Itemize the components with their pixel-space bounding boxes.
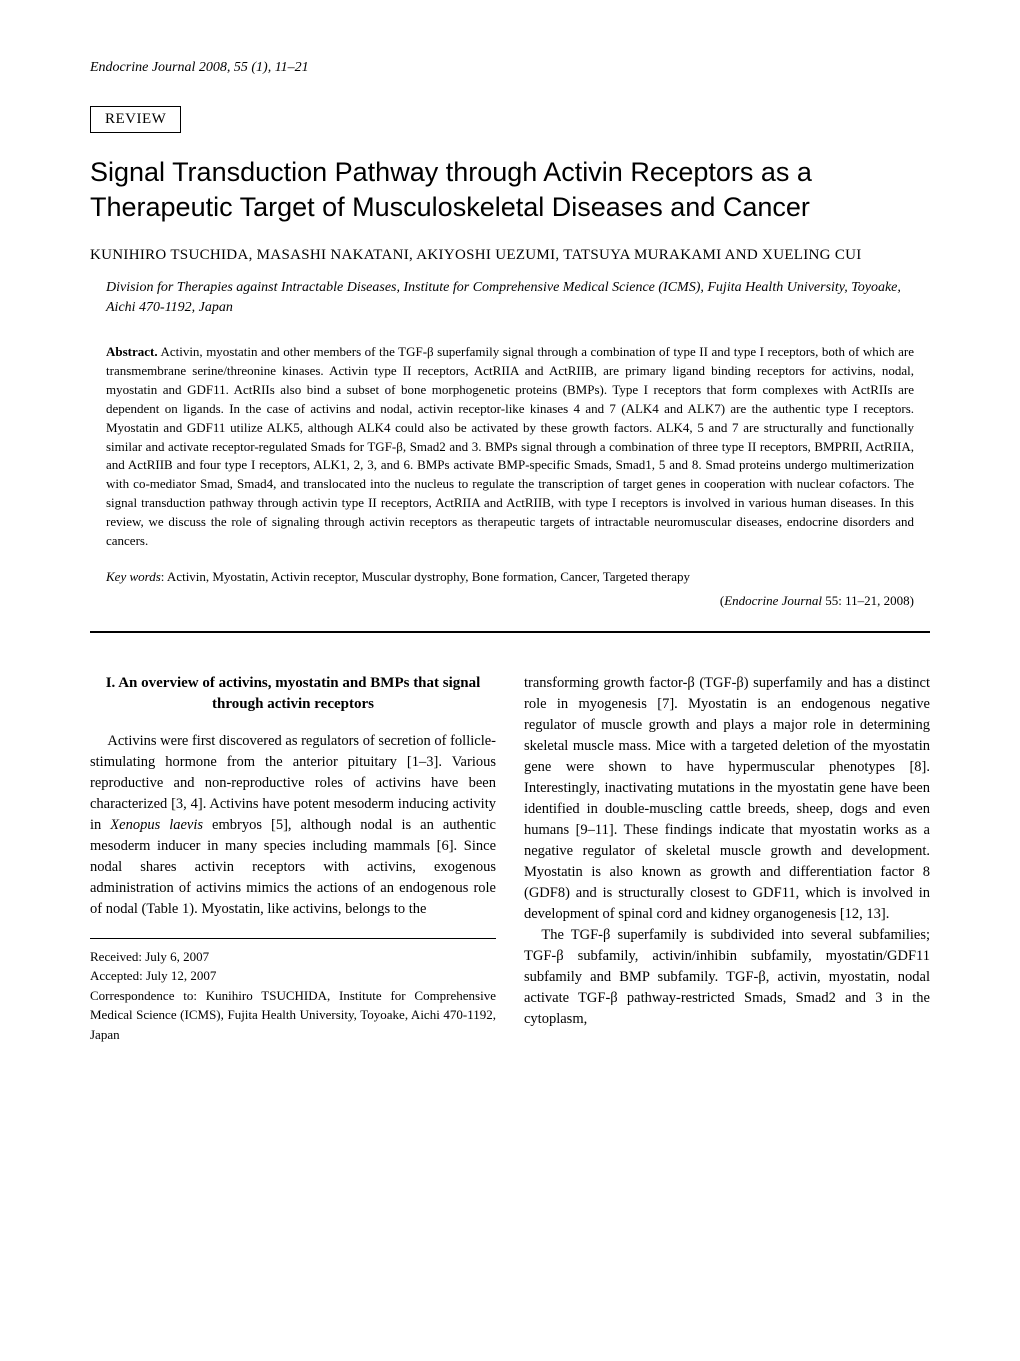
review-label: REVIEW [105, 111, 166, 127]
left-paragraph: Activins were first discovered as regula… [90, 731, 496, 920]
abstract-text: Activin, myostatin and other members of … [106, 344, 914, 547]
section-heading: I. An overview of activins, myostatin an… [90, 673, 496, 715]
left-para-italic: Xenopus laevis [110, 817, 203, 833]
keywords-label: Key words [106, 569, 161, 584]
keyword-citation: (Endocrine Journal 55: 11–21, 2008) [90, 593, 930, 609]
affiliation: Division for Therapies against Intractab… [90, 278, 930, 317]
right-paragraph-2: The TGF-β superfamily is subdivided into… [524, 925, 930, 1030]
left-column: I. An overview of activins, myostatin an… [90, 673, 496, 1045]
abstract: Abstract. Activin, myostatin and other m… [90, 343, 930, 550]
article-footer: Received: July 6, 2007 Accepted: July 12… [90, 947, 496, 1045]
correspondence: Correspondence to: Kunihiro TSUCHIDA, In… [90, 986, 496, 1045]
section-divider [90, 631, 930, 633]
received-date: Received: July 6, 2007 [90, 947, 496, 967]
journal-citation: Endocrine Journal 2008, 55 (1), 11–21 [90, 60, 930, 76]
right-column: transforming growth factor-β (TGF-β) sup… [524, 673, 930, 1045]
body-columns: I. An overview of activins, myostatin an… [90, 673, 930, 1045]
review-badge: REVIEW [90, 106, 181, 133]
journal-citation-text: Endocrine Journal 2008, 55 (1), 11–21 [90, 60, 309, 75]
keywords: Key words: Activin, Myostatin, Activin r… [90, 569, 930, 585]
keywords-text: : Activin, Myostatin, Activin receptor, … [161, 569, 690, 584]
article-title: Signal Transduction Pathway through Acti… [90, 155, 930, 225]
authors: KUNIHIRO TSUCHIDA, MASASHI NAKATANI, AKI… [90, 247, 930, 264]
accepted-date: Accepted: July 12, 2007 [90, 966, 496, 986]
citation-volume: 55: 11–21, 2008) [822, 593, 914, 608]
footer-divider [90, 938, 496, 939]
citation-journal: Endocrine Journal [724, 593, 822, 608]
abstract-label: Abstract. [106, 344, 158, 359]
right-paragraph-1: transforming growth factor-β (TGF-β) sup… [524, 673, 930, 925]
